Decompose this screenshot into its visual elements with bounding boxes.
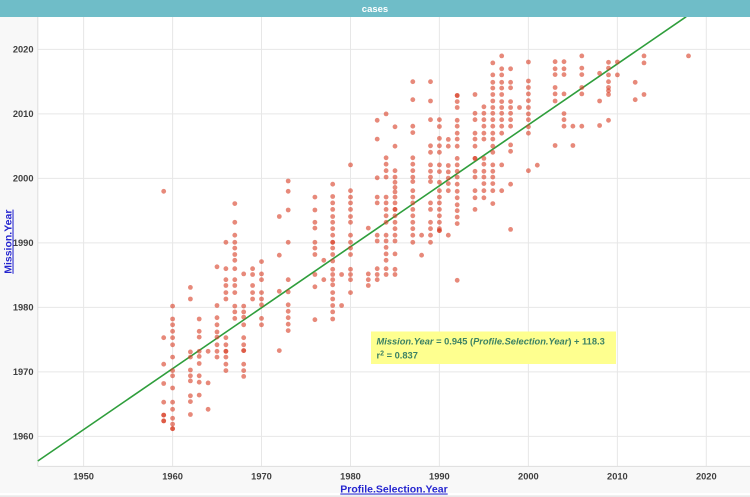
svg-text:1980: 1980 [340, 472, 361, 482]
svg-text:2020: 2020 [13, 45, 34, 55]
svg-text:cases: cases [362, 4, 388, 15]
svg-text:r2 = 0.837: r2 = 0.837 [377, 350, 418, 361]
svg-text:2010: 2010 [607, 472, 628, 482]
svg-text:1960: 1960 [13, 432, 34, 442]
svg-text:2000: 2000 [518, 472, 539, 482]
svg-text:1970: 1970 [13, 367, 34, 377]
svg-text:Mission.Year: Mission.Year [3, 210, 15, 274]
svg-text:1960: 1960 [162, 472, 183, 482]
svg-text:Mission.Year = 0.945 (Profile.: Mission.Year = 0.945 (Profile.Selection.… [377, 337, 605, 347]
svg-text:2020: 2020 [696, 472, 717, 482]
svg-text:1970: 1970 [251, 472, 272, 482]
svg-text:1990: 1990 [13, 238, 34, 248]
svg-text:1980: 1980 [13, 303, 34, 313]
svg-text:2000: 2000 [13, 174, 34, 184]
svg-text:1950: 1950 [73, 472, 94, 482]
svg-text:2010: 2010 [13, 109, 34, 119]
svg-text:1990: 1990 [429, 472, 450, 482]
svg-text:Profile.Selection.Year: Profile.Selection.Year [340, 484, 447, 496]
